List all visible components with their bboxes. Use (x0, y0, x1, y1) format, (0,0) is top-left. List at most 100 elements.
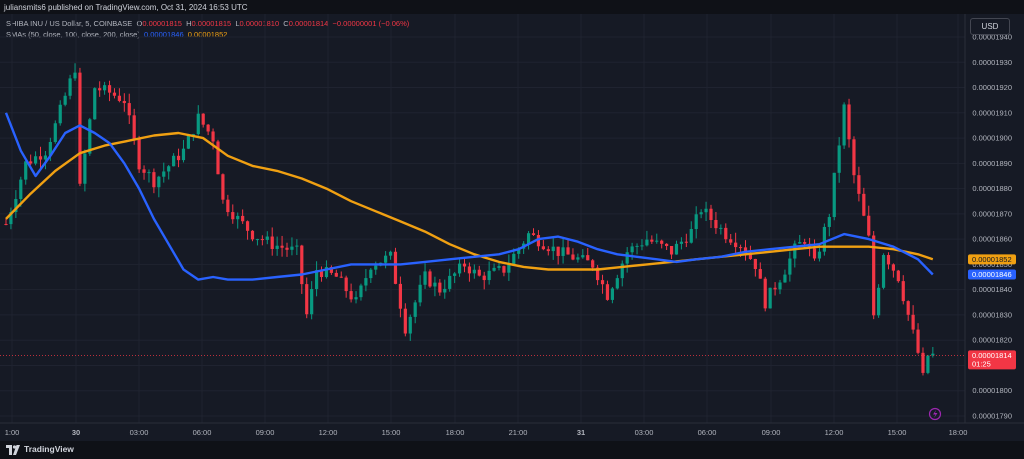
candle-body (526, 233, 531, 244)
candle-body (393, 251, 398, 284)
candle-body (457, 263, 462, 274)
candle-body (305, 284, 309, 315)
candle-body (33, 156, 38, 164)
time-tick-label: 18:00 (446, 428, 465, 437)
candle-body (236, 215, 240, 220)
candle-body (334, 272, 338, 277)
candle-body (699, 212, 703, 215)
candle-body (374, 265, 378, 270)
candle-body (837, 145, 841, 173)
candle-body (872, 235, 876, 316)
price-tick-label: 0.00001800 (972, 386, 1012, 395)
candle-body (507, 264, 511, 273)
symbol-label[interactable]: SHIBA INU / US Dollar, 5, COINBASE (6, 19, 133, 28)
candle-body (482, 275, 486, 281)
tradingview-brand[interactable]: TradingView (24, 444, 74, 454)
tradingview-logo-icon (6, 445, 20, 455)
candle-body (921, 352, 925, 373)
candle-body (906, 301, 910, 315)
candle-body (349, 291, 353, 300)
candle-body (226, 199, 230, 213)
candle-body (83, 153, 87, 184)
sma-fast-line (4, 112, 934, 281)
grid-lines (0, 14, 965, 423)
candle-body (911, 314, 915, 330)
candle-body (433, 282, 437, 287)
lightning-icon[interactable] (928, 407, 942, 421)
candle-body (586, 255, 590, 261)
candle-body (245, 221, 250, 231)
candle-body (388, 251, 393, 256)
candle-body (196, 113, 200, 135)
candle-body (497, 266, 501, 268)
candle-body (896, 270, 900, 282)
candle-body (127, 103, 131, 116)
candle-body (176, 155, 181, 161)
candle-body (556, 246, 560, 256)
price-tick-label: 0.00001820 (972, 336, 1012, 345)
candle-body (53, 123, 57, 142)
candle-body (615, 278, 619, 289)
candle-body (354, 297, 358, 300)
bar-countdown: 01:25 (972, 359, 991, 368)
price-tick-label: 0.00001840 (972, 285, 1012, 294)
close-label: C (283, 19, 289, 28)
price-tick-label: 0.00001860 (972, 235, 1012, 244)
price-chart[interactable]: 0.00001940 0.00001930 0.00001920 0.00001910… (0, 0, 1024, 441)
candle-body (285, 247, 289, 250)
candle-body (270, 236, 274, 249)
candle-body (803, 242, 807, 244)
candle-body (250, 230, 255, 240)
candle-body (581, 255, 585, 258)
candle-body (600, 280, 605, 285)
candle-body (438, 282, 442, 293)
candle-body (310, 289, 314, 315)
candle-body (591, 260, 595, 268)
candle-body (832, 172, 836, 218)
candle-body (152, 172, 156, 188)
candle-body (541, 246, 545, 250)
candle-body (142, 169, 146, 173)
candle-body (384, 255, 388, 263)
candle-body (137, 139, 141, 170)
lightning-icon-bolt (933, 410, 938, 418)
candle-body (916, 329, 920, 353)
candle-body (48, 141, 52, 156)
candle-body (443, 288, 447, 293)
candle-body (862, 193, 866, 216)
candle-body (329, 267, 333, 273)
time-tick-label: 06:00 (193, 428, 212, 437)
candle-body (783, 274, 787, 283)
candle-body (551, 246, 555, 252)
candle-body (625, 252, 629, 264)
candle-body (265, 236, 269, 240)
candle-body (300, 245, 304, 285)
time-axis[interactable]: 1:00 30 03:00 06:00 09:00 12:00 15:00 18:00 21:0… (5, 428, 968, 437)
candle-body (339, 276, 343, 278)
candle-body (852, 139, 856, 176)
candle-body (867, 215, 871, 236)
candle-body (162, 171, 166, 177)
candle-body (729, 239, 733, 243)
candle-body (502, 266, 506, 273)
candle-body (43, 155, 48, 160)
candle-body (886, 255, 891, 265)
candle-body (768, 287, 772, 309)
high-label: H (186, 19, 192, 28)
candle-body (453, 273, 457, 276)
candle-body (877, 287, 881, 316)
candlesticks (4, 63, 935, 376)
price-tick-label: 0.00001850 (972, 260, 1012, 269)
time-tick-label: 09:00 (762, 428, 781, 437)
candle-body (546, 249, 550, 252)
candle-body (428, 271, 432, 287)
candle-body (186, 135, 191, 149)
sma-label[interactable]: SMAs (50, close, 100, close, 200, close) (6, 30, 140, 39)
candle-body (576, 257, 580, 260)
time-tick-label: 31 (577, 428, 585, 437)
currency-button[interactable]: USD (970, 18, 1010, 35)
candle-body (88, 119, 92, 154)
candle-body (324, 267, 329, 278)
candle-body (448, 275, 452, 289)
candle-body (847, 104, 851, 140)
